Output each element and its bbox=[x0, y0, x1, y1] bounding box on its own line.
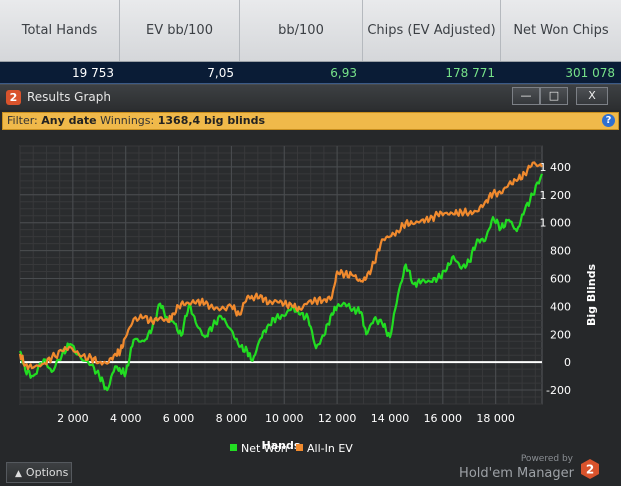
filter-date: Any date bbox=[41, 114, 97, 127]
header-total-hands[interactable]: Total Hands bbox=[0, 0, 120, 61]
maximize-button[interactable]: □ bbox=[540, 87, 568, 105]
header-chips-ev-adjusted[interactable]: Chips (EV Adjusted) bbox=[363, 0, 501, 61]
x-tick-label: 16 000 bbox=[424, 412, 463, 425]
close-button[interactable]: X bbox=[576, 87, 608, 105]
hem-logo-icon: 2 bbox=[6, 90, 21, 105]
y-tick-label: 1 400 bbox=[540, 161, 572, 174]
series-line-all-in-ev bbox=[18, 161, 543, 371]
chart-svg: 2 000 4 000 6 000 8 000 10 000 12 000 14 000 16… bbox=[18, 145, 598, 455]
legend-label: Net Won bbox=[241, 442, 288, 455]
header-bb-100[interactable]: bb/100 bbox=[240, 0, 363, 61]
header-ev-bb-100[interactable]: EV bb/100 bbox=[120, 0, 240, 61]
x-tick-label: 2 000 bbox=[57, 412, 89, 425]
x-tick-label: 18 000 bbox=[476, 412, 515, 425]
window-title: Results Graph bbox=[27, 90, 111, 104]
cell-total-hands: 19 753 bbox=[72, 65, 114, 80]
filter-bar[interactable]: Filter: Any date Winnings: 1368,4 big bl… bbox=[2, 112, 619, 130]
x-axis-title: Hands bbox=[262, 439, 301, 452]
options-label: Options bbox=[25, 466, 69, 479]
cell-bb-100: 6,93 bbox=[330, 65, 357, 80]
y-axis-title: Big Blinds bbox=[585, 264, 598, 326]
plot-background bbox=[19, 145, 543, 405]
legend-label: All-In EV bbox=[307, 442, 353, 455]
y-tick-label: 800 bbox=[550, 245, 571, 258]
y-tick-label: 1 000 bbox=[540, 217, 572, 230]
chevron-up-icon: ▲ bbox=[15, 469, 22, 479]
y-tick-label: 600 bbox=[550, 272, 571, 285]
header-net-won-chips[interactable]: Net Won Chips bbox=[513, 23, 609, 38]
minimize-button[interactable]: — bbox=[512, 87, 540, 105]
results-chart: 2 000 4 000 6 000 8 000 10 000 12 000 14 000 16… bbox=[0, 132, 621, 459]
series-line-net-won bbox=[18, 173, 544, 392]
filter-label: Filter: bbox=[7, 114, 38, 127]
y-tick-label: 400 bbox=[550, 300, 571, 313]
options-button[interactable]: ▲ Options bbox=[6, 462, 72, 483]
x-tick-label: 4 000 bbox=[110, 412, 142, 425]
results-graph-window: 2 Results Graph — □ X Filter: Any date W… bbox=[0, 84, 621, 486]
hem-brand-logo-icon: 2 bbox=[581, 459, 599, 479]
brand-name: Hold'em Manager bbox=[459, 466, 574, 481]
table-row[interactable]: 19 753 7,05 6,93 178 771 301 078 bbox=[0, 62, 621, 84]
cell-chips-ev-adjusted: 178 771 bbox=[445, 65, 495, 80]
cell-net-won-chips: 301 078 bbox=[565, 65, 615, 80]
help-icon[interactable]: ? bbox=[602, 114, 615, 127]
x-tick-label: 10 000 bbox=[265, 412, 304, 425]
y-tick-label: 200 bbox=[550, 328, 571, 341]
cell-ev-bb-100: 7,05 bbox=[207, 65, 234, 80]
window-titlebar[interactable]: 2 Results Graph — □ X bbox=[0, 85, 621, 110]
stats-table: Total Hands EV bb/100 bb/100 Chips (EV A… bbox=[0, 0, 621, 84]
y-tick-label: 0 bbox=[564, 356, 571, 369]
x-tick-label: 12 000 bbox=[318, 412, 357, 425]
legend-swatch bbox=[296, 444, 303, 451]
svg-text:2: 2 bbox=[586, 463, 594, 477]
winnings-value: 1368,4 big blinds bbox=[157, 114, 266, 127]
x-tick-label: 8 000 bbox=[216, 412, 248, 425]
bottom-bar: ▲ Options Powered by Hold'em Manager 2 bbox=[0, 454, 621, 486]
y-tick-label: 1 200 bbox=[540, 189, 572, 202]
powered-by-text: Powered by bbox=[520, 454, 573, 464]
winnings-label: Winnings: bbox=[100, 114, 155, 127]
x-tick-label: 6 000 bbox=[163, 412, 195, 425]
legend-swatch bbox=[230, 444, 237, 451]
stats-header-row: Total Hands EV bb/100 bb/100 Chips (EV A… bbox=[0, 0, 621, 62]
x-tick-label: 14 000 bbox=[371, 412, 410, 425]
y-tick-label: -200 bbox=[546, 384, 571, 397]
